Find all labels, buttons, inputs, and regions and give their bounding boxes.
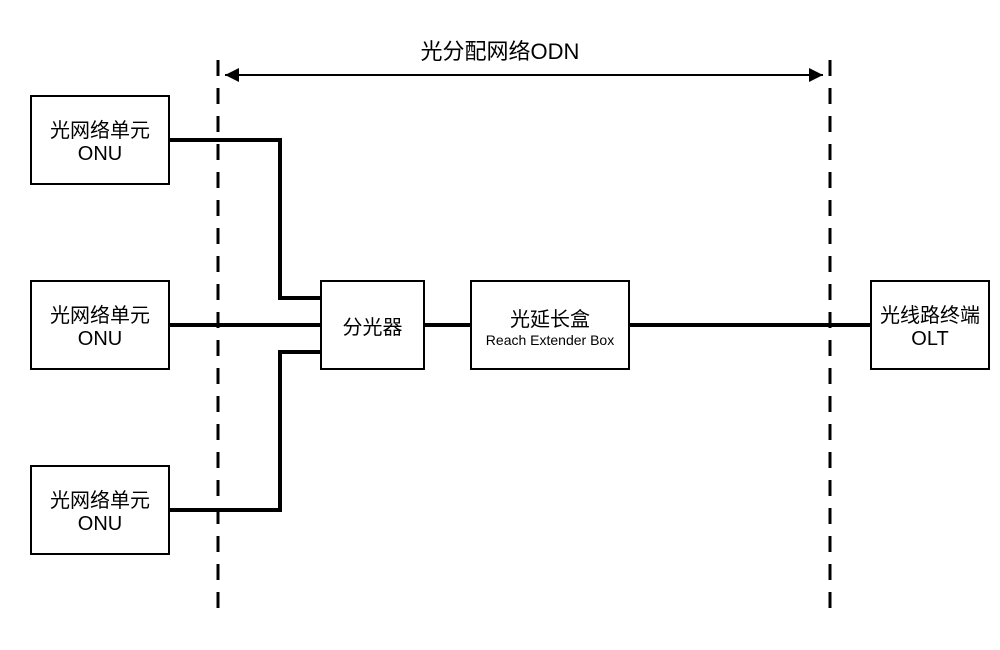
onu2-label-cn: 光网络单元 bbox=[50, 299, 150, 328]
reb-label-en: Reach Extender Box bbox=[486, 332, 614, 348]
onu-box-3: 光网络单元 ONU bbox=[30, 465, 170, 555]
olt-label-cn: 光线路终端 bbox=[880, 299, 980, 328]
onu3-label-en: ONU bbox=[78, 513, 122, 536]
reb-label-cn: 光延长盒 bbox=[510, 303, 590, 332]
diagram-title: 光分配网络ODN bbox=[0, 34, 1000, 66]
olt-label-en: OLT bbox=[911, 328, 948, 351]
onu3-label-cn: 光网络单元 bbox=[50, 484, 150, 513]
splitter-label: 分光器 bbox=[343, 311, 403, 340]
onu2-label-en: ONU bbox=[78, 328, 122, 351]
olt-box: 光线路终端 OLT bbox=[870, 280, 990, 370]
onu-box-1: 光网络单元 ONU bbox=[30, 95, 170, 185]
reach-extender-box: 光延长盒 Reach Extender Box bbox=[470, 280, 630, 370]
onu-box-2: 光网络单元 ONU bbox=[30, 280, 170, 370]
splitter-box: 分光器 bbox=[320, 280, 425, 370]
onu1-label-cn: 光网络单元 bbox=[50, 114, 150, 143]
onu1-label-en: ONU bbox=[78, 143, 122, 166]
